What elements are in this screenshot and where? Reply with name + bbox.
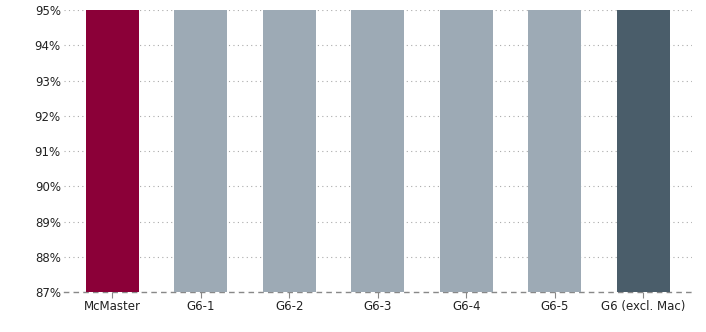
Bar <box>528 0 581 292</box>
Bar <box>85 0 139 292</box>
Bar <box>351 0 405 292</box>
Bar <box>616 0 670 292</box>
Bar <box>440 0 493 292</box>
Bar <box>263 0 316 292</box>
Bar <box>174 0 227 292</box>
